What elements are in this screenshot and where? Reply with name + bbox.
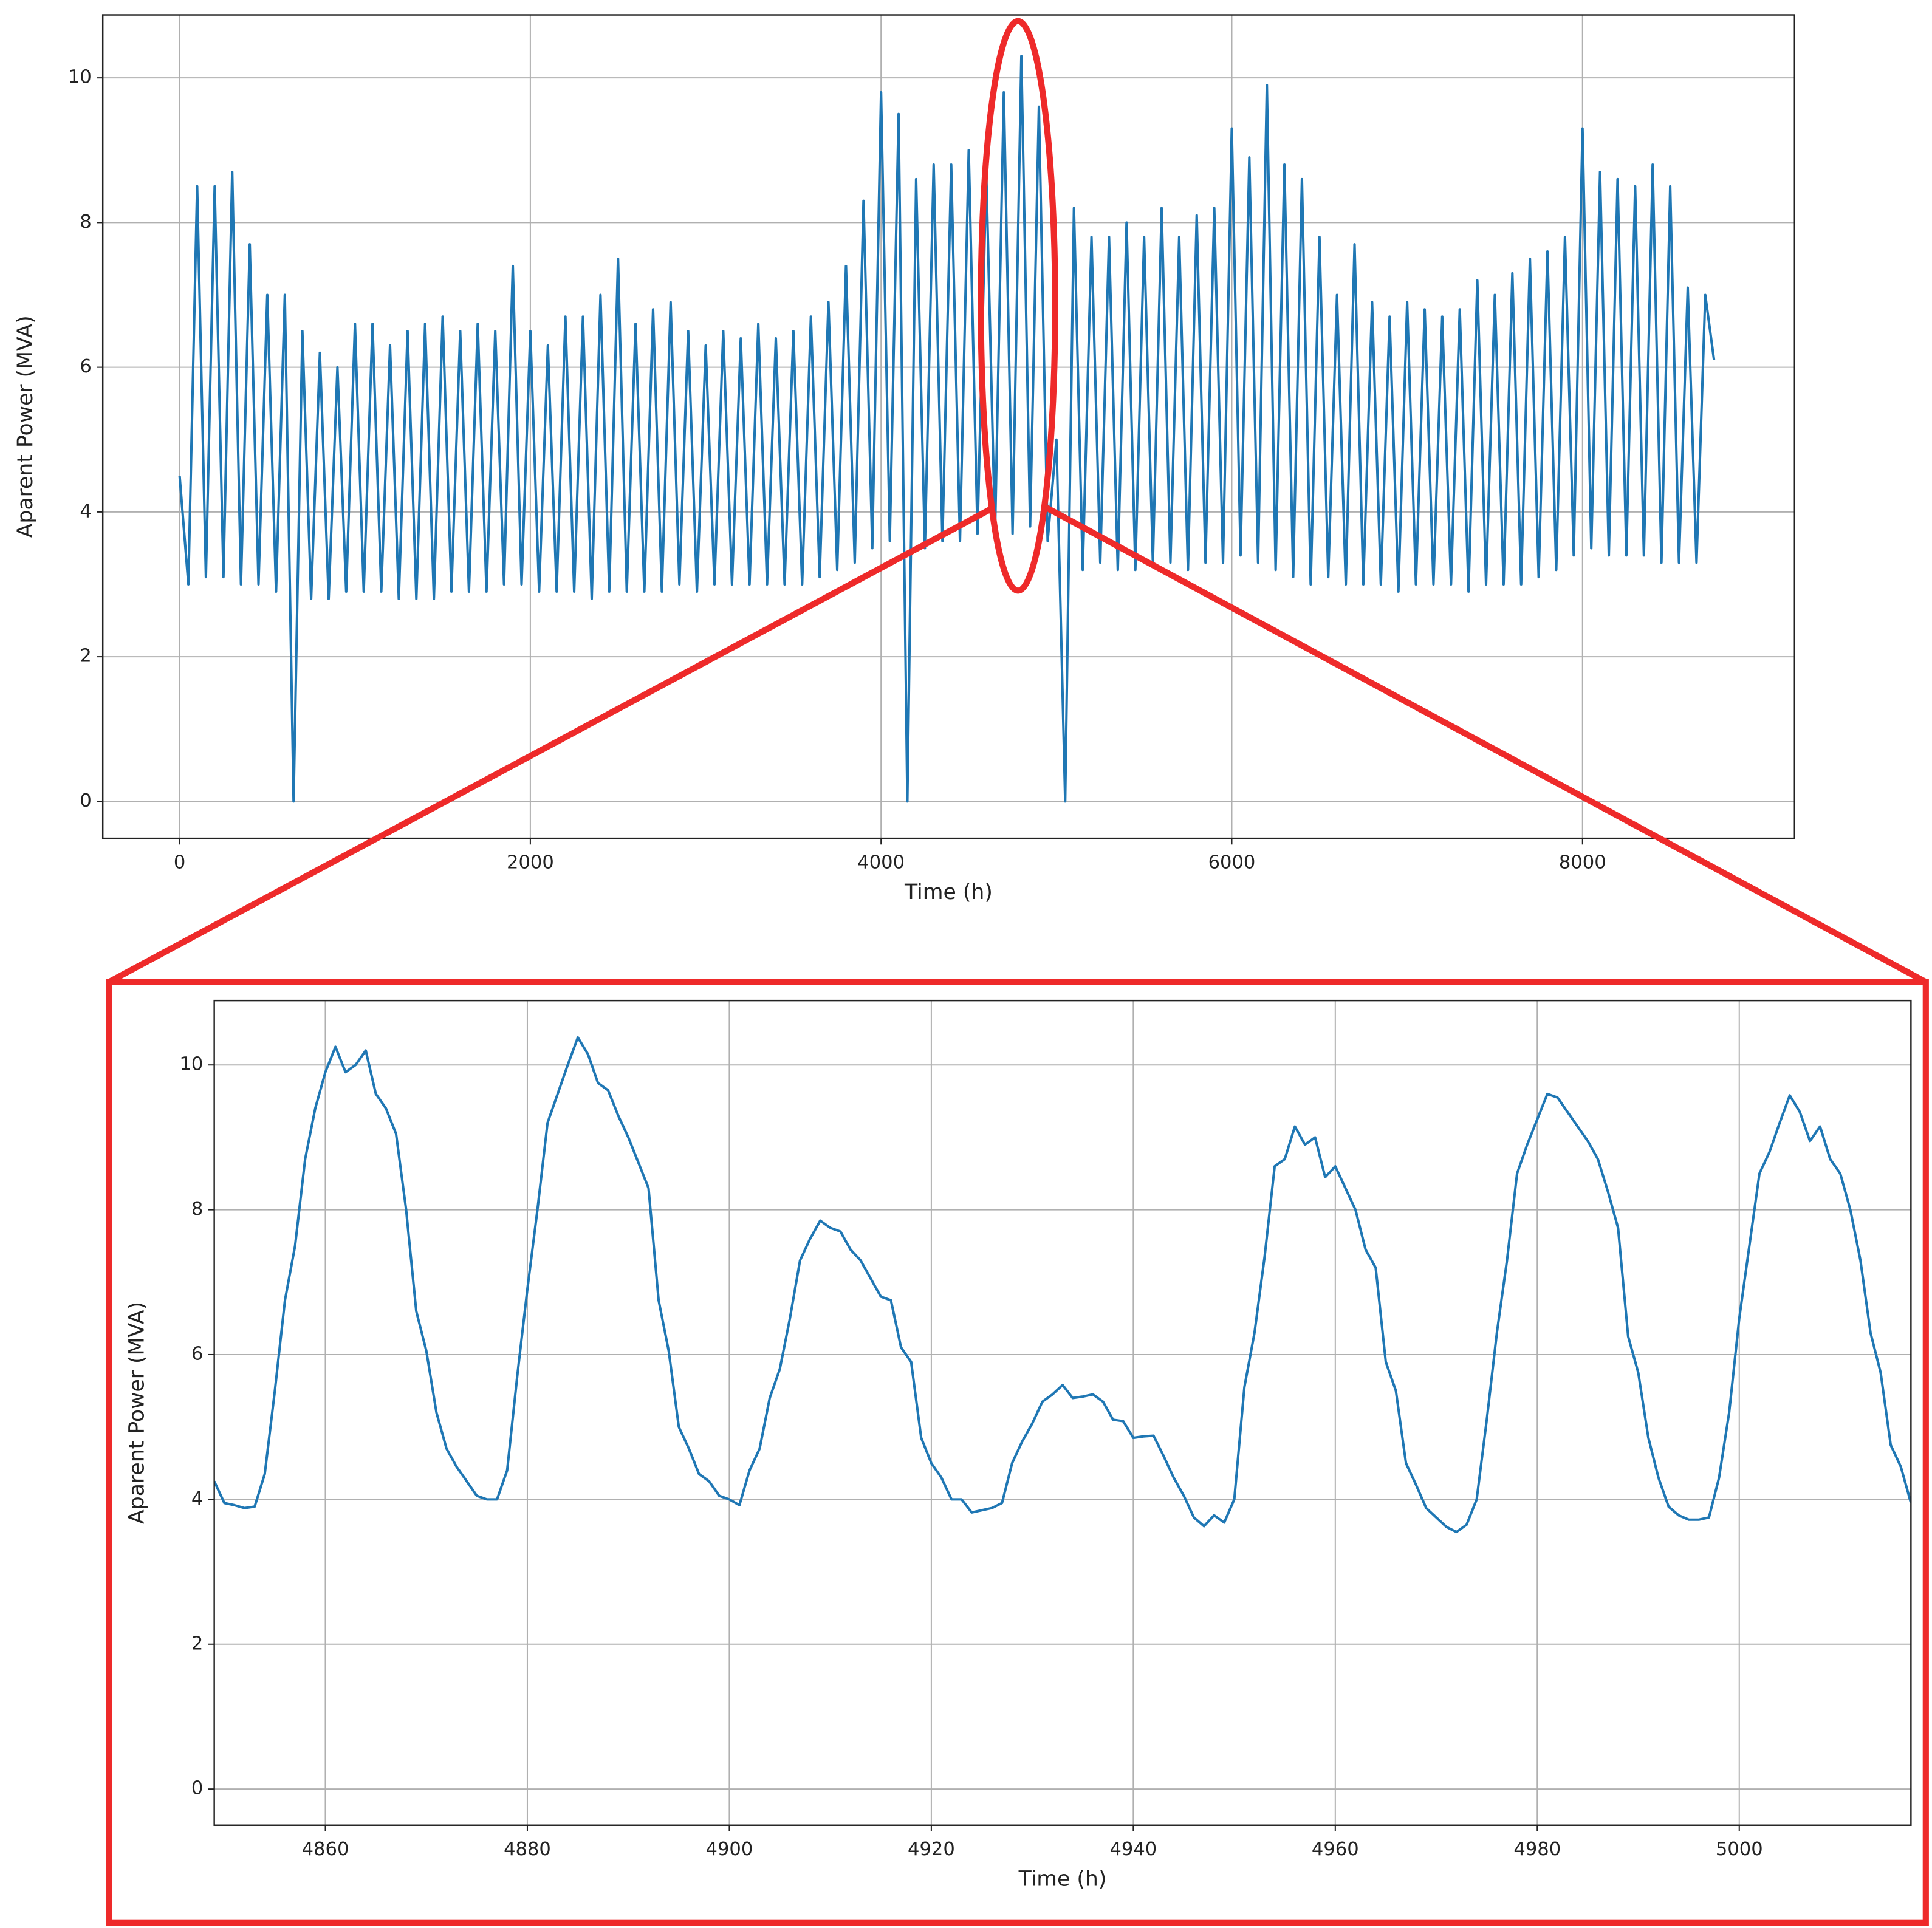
x-axis-label: Time (h) bbox=[904, 880, 993, 904]
plot-frame bbox=[101, 14, 1795, 839]
data-line bbox=[178, 55, 1716, 803]
zoom-annotation bbox=[106, 18, 1929, 1926]
y-tick-label: 2 bbox=[191, 1633, 203, 1654]
y-tick-label: 10 bbox=[68, 67, 92, 88]
connector-line bbox=[1045, 505, 1928, 985]
zoom-chart: 4860 4880 4900 4920 4940 4960 4980 5000 0 2 4 6 8 10 T… bbox=[125, 999, 1912, 1891]
highlight-ellipse bbox=[978, 18, 1058, 594]
x-tick-label: 4980 bbox=[1513, 1839, 1561, 1860]
y-tick-label: 6 bbox=[80, 356, 91, 377]
x-tick-label: 4860 bbox=[302, 1839, 349, 1860]
plot-frame bbox=[213, 999, 1912, 1826]
y-tick-label: 4 bbox=[191, 1488, 203, 1509]
data-line bbox=[214, 1036, 1911, 1534]
plot-area bbox=[214, 1000, 1911, 1825]
y-tick-label: 0 bbox=[191, 1778, 203, 1799]
x-tick-label: 5000 bbox=[1716, 1839, 1763, 1860]
x-tick-label: 4880 bbox=[504, 1839, 551, 1860]
y-tick-label: 8 bbox=[191, 1198, 203, 1220]
y-tick-label: 0 bbox=[80, 790, 91, 812]
zoom-frame bbox=[106, 979, 1929, 1926]
x-tick-label: 0 bbox=[174, 852, 185, 873]
x-axis-label: Time (h) bbox=[1018, 1867, 1107, 1891]
x-tick-label: 6000 bbox=[1208, 852, 1256, 873]
x-tick-label: 4960 bbox=[1312, 1839, 1359, 1860]
x-tick-label: 8000 bbox=[1559, 852, 1606, 873]
plot-area bbox=[103, 15, 1795, 839]
y-axis-label: Aparent Power (MVA) bbox=[13, 315, 38, 538]
x-tick-label: 4920 bbox=[908, 1839, 955, 1860]
y-tick-label: 6 bbox=[191, 1343, 203, 1364]
y-tick-label: 2 bbox=[80, 646, 91, 667]
y-tick-label: 10 bbox=[179, 1054, 203, 1075]
connector-line bbox=[107, 505, 995, 985]
x-tick-label: 4940 bbox=[1109, 1839, 1157, 1860]
y-tick-label: 8 bbox=[80, 211, 91, 233]
y-tick-label: 4 bbox=[80, 501, 91, 522]
x-tick-label: 4000 bbox=[857, 852, 905, 873]
x-tick-label: 2000 bbox=[507, 852, 554, 873]
y-axis-label: Aparent Power (MVA) bbox=[125, 1302, 149, 1524]
overview-chart: 0 2000 4000 6000 8000 0 2 4 6 8 10 Time (h) Aparent … bbox=[13, 14, 1795, 904]
x-tick-label: 4900 bbox=[706, 1839, 753, 1860]
